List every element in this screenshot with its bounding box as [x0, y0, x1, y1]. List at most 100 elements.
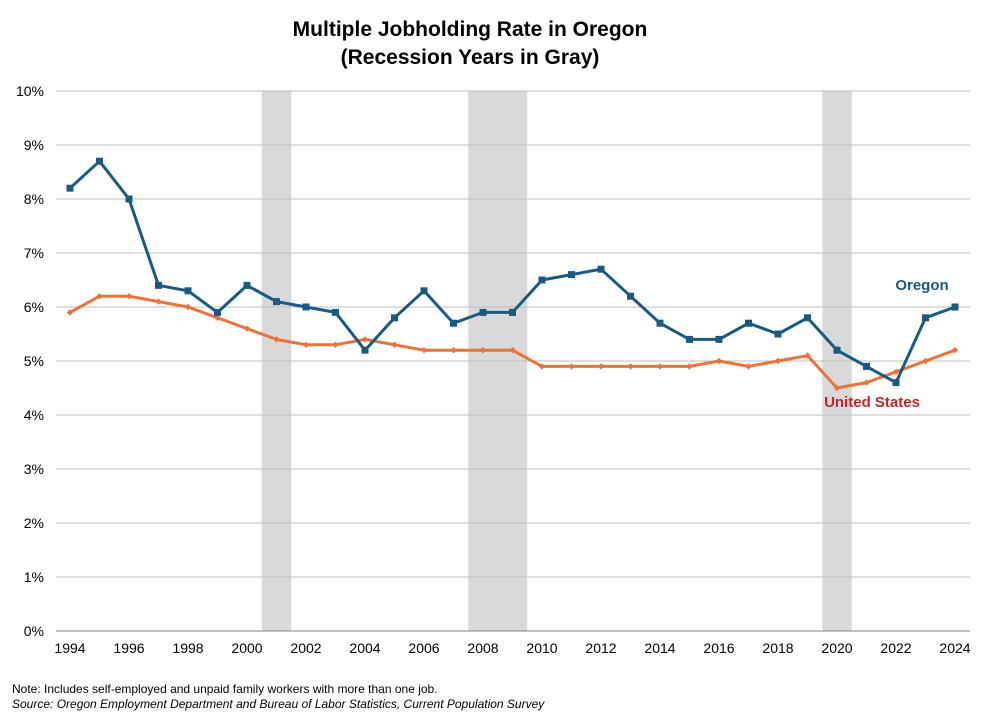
x-axis-ticks: 1994 1996 1998 2000 2002 2004 2006 2008 2010 2012… [54, 640, 970, 656]
data-point-oregon [656, 319, 664, 327]
x-tick-label: 2020 [821, 640, 852, 656]
data-point-oregon [391, 314, 398, 322]
data-point-united-states [568, 363, 575, 370]
gridlines [56, 90, 970, 632]
y-tick-label: 0% [24, 623, 44, 639]
data-point-oregon [745, 319, 752, 327]
data-point-united-states [273, 336, 280, 343]
y-tick-label: 2% [24, 515, 44, 531]
y-axis-ticks: 0% 1% 2% 3% 4% 5% 6% 7% 8% 9% 10% [16, 83, 44, 639]
data-point-united-states [96, 293, 103, 300]
data-point-oregon [66, 184, 74, 192]
x-tick-label: 2008 [467, 640, 498, 656]
data-point-oregon [332, 308, 339, 316]
y-tick-label: 4% [24, 407, 44, 423]
x-tick-label: 2002 [290, 640, 321, 656]
data-point-oregon [479, 308, 487, 316]
data-point-oregon [804, 314, 811, 322]
data-point-united-states [774, 357, 782, 365]
series-markers [66, 157, 959, 392]
data-point-united-states [450, 347, 457, 354]
x-tick-label: 2012 [585, 640, 616, 656]
y-tick-label: 1% [24, 569, 44, 585]
data-point-united-states [420, 347, 428, 354]
chart-title: Multiple Jobholding Rate in Oregon [293, 18, 648, 41]
data-point-united-states [538, 363, 546, 370]
y-tick-label: 3% [24, 461, 44, 477]
data-point-united-states [184, 303, 192, 311]
data-point-united-states [243, 325, 251, 332]
data-point-oregon [243, 281, 251, 289]
x-tick-label: 1998 [172, 640, 203, 656]
chart-subtitle: (Recession Years in Gray) [341, 46, 600, 69]
data-point-united-states [597, 363, 605, 370]
source-note: Source: Oregon Employment Department and… [12, 697, 545, 711]
y-tick-label: 7% [24, 245, 44, 261]
y-tick-label: 10% [16, 83, 44, 99]
data-point-oregon [951, 303, 959, 311]
data-point-oregon [155, 281, 162, 289]
data-point-united-states [715, 357, 723, 365]
data-point-united-states [627, 363, 634, 370]
data-point-united-states [745, 363, 752, 370]
data-point-united-states [833, 384, 841, 392]
data-point-united-states [892, 368, 900, 375]
data-point-oregon [774, 330, 782, 338]
data-point-united-states [479, 347, 487, 354]
data-point-united-states [391, 341, 398, 348]
data-point-oregon [361, 346, 369, 354]
footnote: Note: Includes self-employed and unpaid … [12, 682, 438, 696]
data-point-united-states [361, 336, 369, 343]
data-point-united-states [155, 298, 162, 305]
x-tick-label: 2006 [408, 640, 439, 656]
x-tick-label: 1996 [113, 640, 144, 656]
data-point-oregon [450, 319, 457, 327]
data-point-oregon [627, 292, 634, 300]
data-point-united-states [686, 363, 693, 370]
y-tick-label: 6% [24, 299, 44, 315]
data-point-oregon [686, 335, 693, 343]
data-point-united-states [922, 357, 929, 365]
series-label-united-states: United States [824, 394, 920, 411]
data-point-united-states [656, 363, 664, 370]
data-point-united-states [863, 379, 870, 386]
y-tick-label: 9% [24, 137, 44, 153]
data-point-oregon [715, 335, 723, 343]
data-point-oregon [863, 362, 870, 370]
y-tick-label: 5% [24, 353, 44, 369]
x-tick-label: 2022 [880, 640, 911, 656]
x-tick-label: 2016 [703, 640, 734, 656]
data-point-oregon [125, 195, 133, 203]
y-tick-label: 8% [24, 191, 44, 207]
x-tick-label: 2004 [349, 640, 380, 656]
data-point-united-states [66, 309, 74, 316]
data-point-oregon [568, 271, 575, 279]
x-tick-label: 2018 [762, 640, 793, 656]
data-point-oregon [302, 303, 310, 311]
data-point-oregon [597, 265, 605, 273]
x-tick-label: 2024 [939, 640, 970, 656]
data-point-united-states [951, 347, 959, 354]
data-point-oregon [922, 314, 929, 322]
data-point-oregon [833, 346, 841, 354]
x-tick-label: 2010 [526, 640, 557, 656]
x-tick-label: 1994 [54, 640, 85, 656]
data-point-united-states [302, 341, 310, 348]
data-point-united-states [332, 341, 339, 348]
data-point-oregon [538, 276, 546, 284]
data-point-oregon [214, 308, 221, 316]
data-point-united-states [125, 293, 133, 300]
data-point-united-states [804, 352, 811, 359]
x-tick-label: 2000 [231, 640, 262, 656]
data-point-oregon [96, 157, 103, 165]
line-chart: Multiple Jobholding Rate in Oregon (Rece… [16, 18, 971, 656]
data-point-oregon [420, 287, 428, 295]
data-point-oregon [509, 308, 516, 316]
data-point-united-states [214, 314, 221, 321]
x-tick-label: 2014 [644, 640, 675, 656]
series-label-oregon: Oregon [895, 277, 948, 294]
data-point-oregon [273, 298, 280, 306]
data-point-oregon [184, 287, 192, 295]
data-point-united-states [509, 347, 516, 354]
data-point-oregon [892, 379, 900, 387]
